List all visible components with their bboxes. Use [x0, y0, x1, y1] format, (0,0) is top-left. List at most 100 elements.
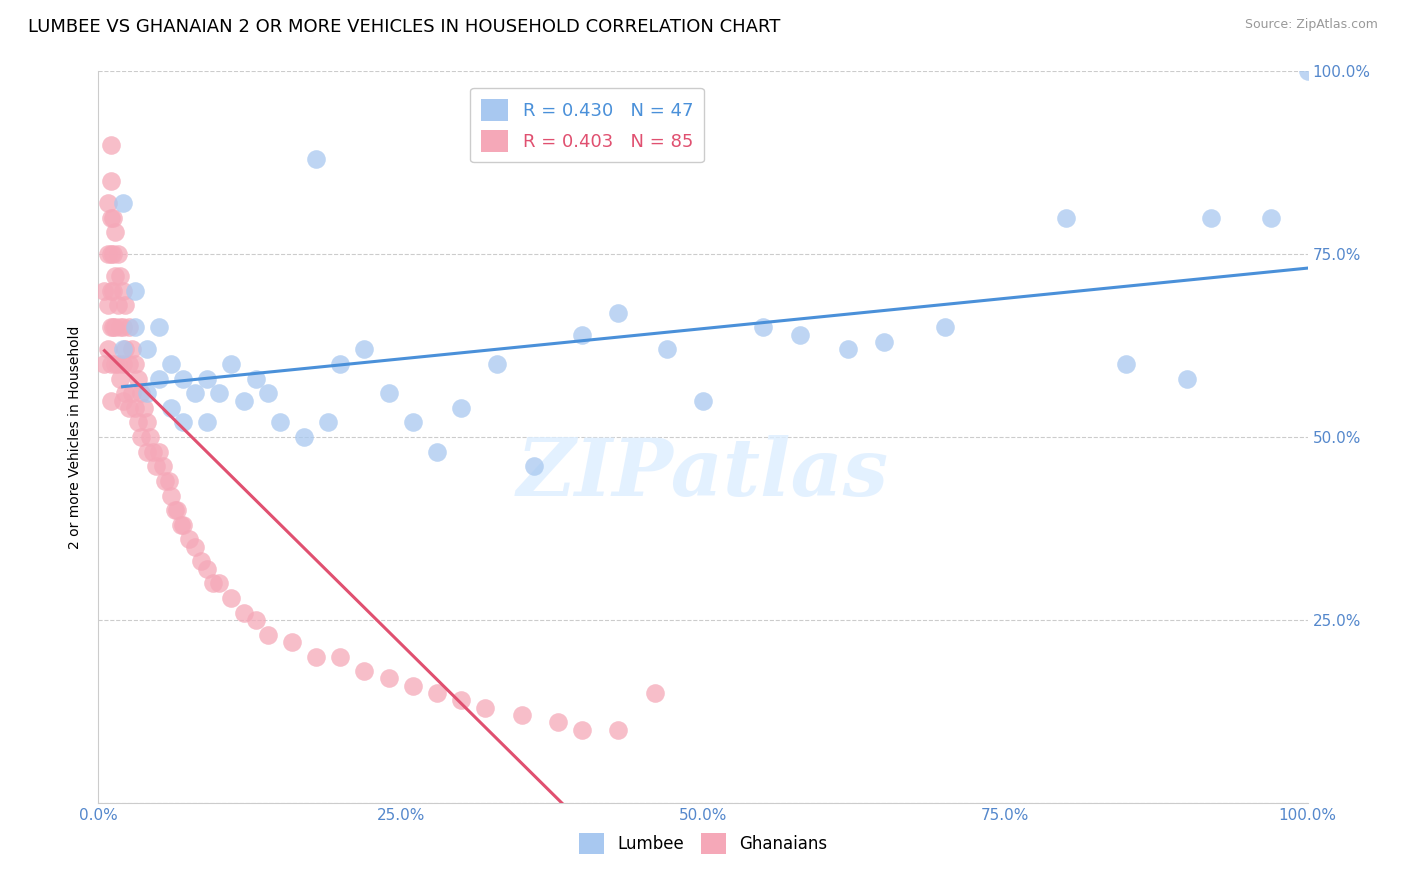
- Point: [111, 357, 134, 371]
- Point: [547, 715, 569, 730]
- Point: [190, 554, 212, 568]
- Y-axis label: 2 or more Vehicles in Household: 2 or more Vehicles in Household: [69, 326, 83, 549]
- Point: [124, 357, 146, 371]
- Point: [474, 700, 496, 714]
- Point: [873, 334, 896, 349]
- Point: [97, 196, 120, 211]
- Point: [160, 401, 183, 415]
- Point: [426, 444, 449, 458]
- Point: [450, 401, 472, 415]
- Point: [148, 371, 170, 385]
- Point: [208, 576, 231, 591]
- Point: [195, 371, 218, 385]
- Point: [148, 320, 170, 334]
- Point: [1296, 64, 1319, 78]
- Point: [101, 247, 124, 261]
- Point: [184, 386, 207, 401]
- Point: [118, 320, 141, 334]
- Point: [166, 503, 188, 517]
- Point: [402, 679, 425, 693]
- Point: [114, 298, 136, 312]
- Point: [124, 320, 146, 334]
- Point: [100, 320, 122, 334]
- Point: [644, 686, 666, 700]
- Point: [139, 430, 162, 444]
- Point: [510, 708, 533, 723]
- Point: [486, 357, 509, 371]
- Point: [148, 444, 170, 458]
- Point: [571, 327, 593, 342]
- Point: [163, 503, 186, 517]
- Text: Source: ZipAtlas.com: Source: ZipAtlas.com: [1244, 18, 1378, 31]
- Point: [305, 152, 328, 166]
- Point: [269, 416, 291, 430]
- Point: [111, 284, 134, 298]
- Point: [523, 459, 546, 474]
- Point: [121, 386, 143, 401]
- Point: [450, 693, 472, 707]
- Point: [172, 371, 194, 385]
- Point: [111, 196, 134, 211]
- Point: [107, 357, 129, 371]
- Point: [114, 386, 136, 401]
- Point: [172, 416, 194, 430]
- Point: [108, 320, 131, 334]
- Point: [256, 627, 278, 641]
- Point: [655, 343, 678, 357]
- Point: [221, 591, 243, 605]
- Point: [426, 686, 449, 700]
- Point: [1260, 211, 1282, 225]
- Point: [134, 401, 156, 415]
- Point: [124, 401, 146, 415]
- Point: [129, 430, 152, 444]
- Point: [353, 664, 375, 678]
- Point: [121, 343, 143, 357]
- Point: [245, 371, 267, 385]
- Text: LUMBEE VS GHANAIAN 2 OR MORE VEHICLES IN HOUSEHOLD CORRELATION CHART: LUMBEE VS GHANAIAN 2 OR MORE VEHICLES IN…: [28, 18, 780, 36]
- Point: [111, 320, 134, 334]
- Point: [93, 357, 115, 371]
- Point: [111, 393, 134, 408]
- Point: [100, 211, 122, 225]
- Point: [135, 444, 157, 458]
- Point: [169, 517, 191, 532]
- Point: [108, 371, 131, 385]
- Point: [100, 393, 122, 408]
- Point: [1199, 211, 1222, 225]
- Point: [160, 357, 183, 371]
- Point: [100, 284, 122, 298]
- Point: [232, 393, 254, 408]
- Point: [104, 357, 127, 371]
- Point: [145, 459, 167, 474]
- Point: [101, 211, 124, 225]
- Point: [195, 562, 218, 576]
- Point: [692, 393, 714, 408]
- Point: [934, 320, 956, 334]
- Point: [208, 386, 231, 401]
- Point: [1115, 357, 1137, 371]
- Point: [104, 320, 127, 334]
- Point: [101, 284, 124, 298]
- Point: [837, 343, 859, 357]
- Point: [1175, 371, 1198, 385]
- Point: [281, 635, 304, 649]
- Point: [377, 386, 399, 401]
- Point: [93, 284, 115, 298]
- Point: [100, 357, 122, 371]
- Point: [124, 284, 146, 298]
- Point: [100, 247, 122, 261]
- Point: [221, 357, 243, 371]
- Point: [114, 343, 136, 357]
- Point: [100, 174, 122, 188]
- Point: [157, 474, 180, 488]
- Point: [377, 672, 399, 686]
- Point: [127, 371, 149, 385]
- Point: [1054, 211, 1077, 225]
- Point: [97, 247, 120, 261]
- Point: [101, 320, 124, 334]
- Point: [202, 576, 225, 591]
- Point: [329, 649, 352, 664]
- Point: [107, 247, 129, 261]
- Point: [789, 327, 811, 342]
- Point: [353, 343, 375, 357]
